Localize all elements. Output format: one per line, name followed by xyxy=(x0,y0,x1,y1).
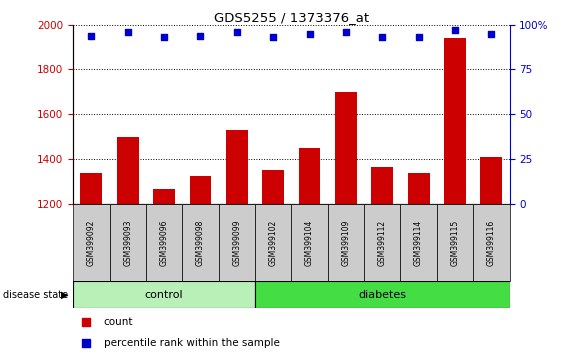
Point xyxy=(233,29,242,35)
Text: percentile rank within the sample: percentile rank within the sample xyxy=(104,338,280,348)
Text: disease state: disease state xyxy=(3,290,68,300)
Text: GSM399115: GSM399115 xyxy=(450,219,459,266)
Bar xyxy=(73,204,110,281)
Bar xyxy=(480,156,502,204)
Bar xyxy=(292,204,328,281)
Point xyxy=(305,31,314,36)
Text: GSM399099: GSM399099 xyxy=(233,219,242,266)
Text: GSM399114: GSM399114 xyxy=(414,219,423,266)
Bar xyxy=(400,204,437,281)
Text: GSM399109: GSM399109 xyxy=(341,219,350,266)
Bar xyxy=(328,204,364,281)
Bar xyxy=(182,204,218,281)
Text: control: control xyxy=(145,290,184,300)
Bar xyxy=(298,148,320,204)
Text: GSM399102: GSM399102 xyxy=(269,219,278,266)
Text: GSM399104: GSM399104 xyxy=(305,219,314,266)
Bar xyxy=(364,204,400,281)
Point xyxy=(87,33,96,38)
Bar xyxy=(262,170,284,204)
Bar xyxy=(444,38,466,204)
Point xyxy=(196,33,205,38)
Text: diabetes: diabetes xyxy=(358,290,406,300)
Bar xyxy=(146,204,182,281)
Point xyxy=(341,29,350,35)
Bar xyxy=(110,204,146,281)
Text: GSM399112: GSM399112 xyxy=(378,219,387,266)
Bar xyxy=(335,92,357,204)
Point xyxy=(159,34,168,40)
Bar xyxy=(226,130,248,204)
Bar xyxy=(153,189,175,204)
Text: GSM399116: GSM399116 xyxy=(487,219,496,266)
Point xyxy=(450,27,459,33)
Bar xyxy=(255,204,292,281)
Point xyxy=(269,34,278,40)
Bar xyxy=(408,173,430,204)
Bar xyxy=(437,204,473,281)
Point xyxy=(487,31,496,36)
Text: ▶: ▶ xyxy=(61,290,69,300)
Bar xyxy=(117,137,138,204)
Bar xyxy=(372,167,393,204)
Bar xyxy=(73,281,255,308)
Point xyxy=(123,29,132,35)
Bar xyxy=(190,176,211,204)
Title: GDS5255 / 1373376_at: GDS5255 / 1373376_at xyxy=(214,11,369,24)
Bar xyxy=(81,173,102,204)
Text: GSM399092: GSM399092 xyxy=(87,219,96,266)
Bar xyxy=(218,204,255,281)
Text: GSM399096: GSM399096 xyxy=(159,219,168,266)
Point xyxy=(82,319,91,325)
Point xyxy=(82,341,91,346)
Point xyxy=(378,34,387,40)
Text: GSM399098: GSM399098 xyxy=(196,219,205,266)
Bar xyxy=(255,281,510,308)
Point xyxy=(414,34,423,40)
Text: GSM399093: GSM399093 xyxy=(123,219,132,266)
Text: count: count xyxy=(104,317,133,327)
Bar xyxy=(473,204,510,281)
